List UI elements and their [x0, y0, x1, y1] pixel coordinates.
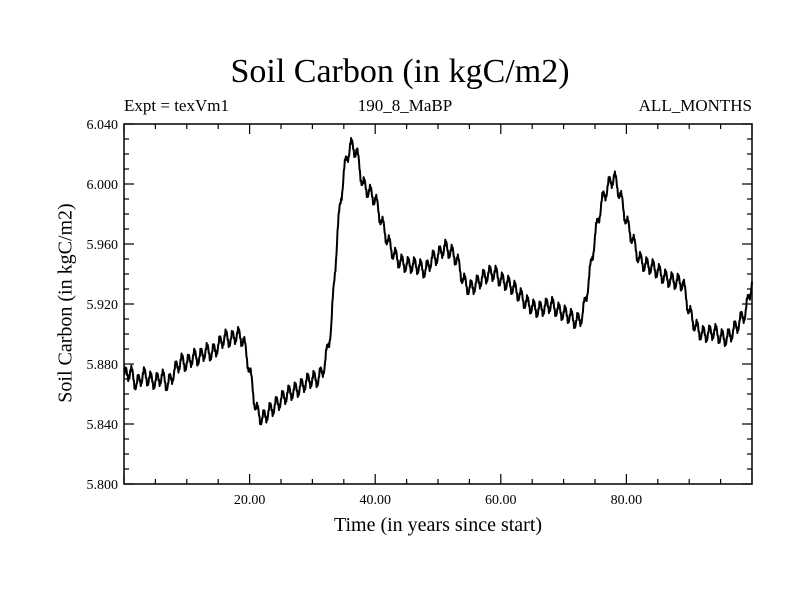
x-tick-label: 40.00 [359, 493, 391, 508]
run-subtitle: 190_8_MaBP [357, 96, 453, 115]
y-tick-label: 5.960 [87, 238, 119, 253]
tick-labels: 5.800 5.840 5.880 5.920 5.960 6.000 6.040 20.00… [87, 118, 643, 508]
months-label: ALL_MONTHS [638, 96, 752, 115]
y-tick-label: 5.880 [87, 358, 119, 373]
x-tick-label: 20.00 [234, 493, 266, 508]
experiment-label: Expt = texVm1 [124, 96, 229, 115]
y-tick-label: 5.800 [87, 478, 119, 493]
axis-ticks [123, 123, 753, 485]
soil-carbon-line [123, 136, 753, 426]
y-tick-label: 6.040 [87, 118, 119, 133]
y-tick-label: 5.920 [87, 298, 119, 313]
x-tick-label: 60.00 [485, 493, 517, 508]
x-tick-label: 80.00 [611, 493, 643, 508]
x-axis-title: Time (in years since start) [333, 514, 543, 536]
plot-frame [123, 123, 753, 485]
y-tick-label: 5.840 [87, 418, 119, 433]
chart-title: Soil Carbon (in kgC/m2) [230, 53, 570, 90]
y-tick-label: 6.000 [87, 178, 119, 193]
